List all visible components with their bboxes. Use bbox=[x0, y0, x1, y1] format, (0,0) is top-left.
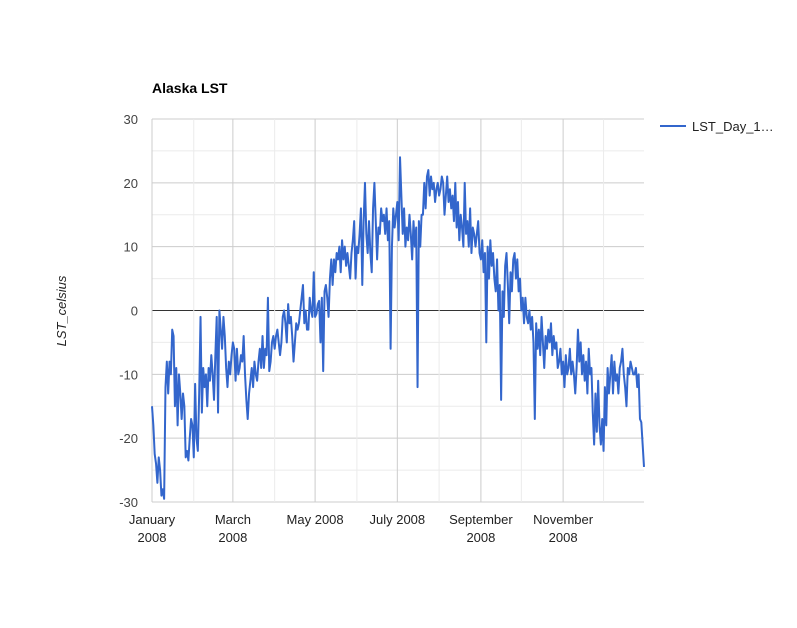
x-tick-label: May 2008 bbox=[287, 512, 344, 527]
x-tick-label-year: 2008 bbox=[466, 530, 495, 545]
y-tick-label: -30 bbox=[119, 495, 138, 510]
y-tick-label: -10 bbox=[119, 367, 138, 382]
x-tick-label-year: 2008 bbox=[138, 530, 167, 545]
series-line-lst-day bbox=[151, 156, 645, 500]
y-axis-label: LST_celsius bbox=[54, 275, 69, 346]
y-axis-tick-labels: 30 20 10 0 -10 -20 -30 bbox=[119, 112, 138, 510]
x-tick-label-year: 2008 bbox=[218, 530, 247, 545]
y-tick-label: 0 bbox=[131, 304, 138, 319]
x-tick-label: July 2008 bbox=[369, 512, 425, 527]
x-tick-label: March bbox=[215, 512, 251, 527]
x-tick-label: November bbox=[533, 512, 594, 527]
x-tick-label: September bbox=[449, 512, 513, 527]
y-tick-label: 10 bbox=[124, 240, 138, 255]
legend-entry-label: LST_Day_1… bbox=[692, 119, 774, 134]
x-tick-label: January bbox=[129, 512, 176, 527]
x-tick-label-year: 2008 bbox=[549, 530, 578, 545]
y-tick-label: 30 bbox=[124, 112, 138, 127]
y-tick-label: 20 bbox=[124, 176, 138, 191]
chart-title: Alaska LST bbox=[152, 80, 228, 96]
x-axis-tick-labels: January 2008 March 2008 May 2008 July 2008 Sep… bbox=[129, 512, 594, 545]
plot-area bbox=[151, 156, 645, 500]
y-tick-label: -20 bbox=[119, 431, 138, 446]
gridlines bbox=[151, 118, 644, 503]
legend[interactable]: LST_Day_1… bbox=[660, 119, 774, 134]
